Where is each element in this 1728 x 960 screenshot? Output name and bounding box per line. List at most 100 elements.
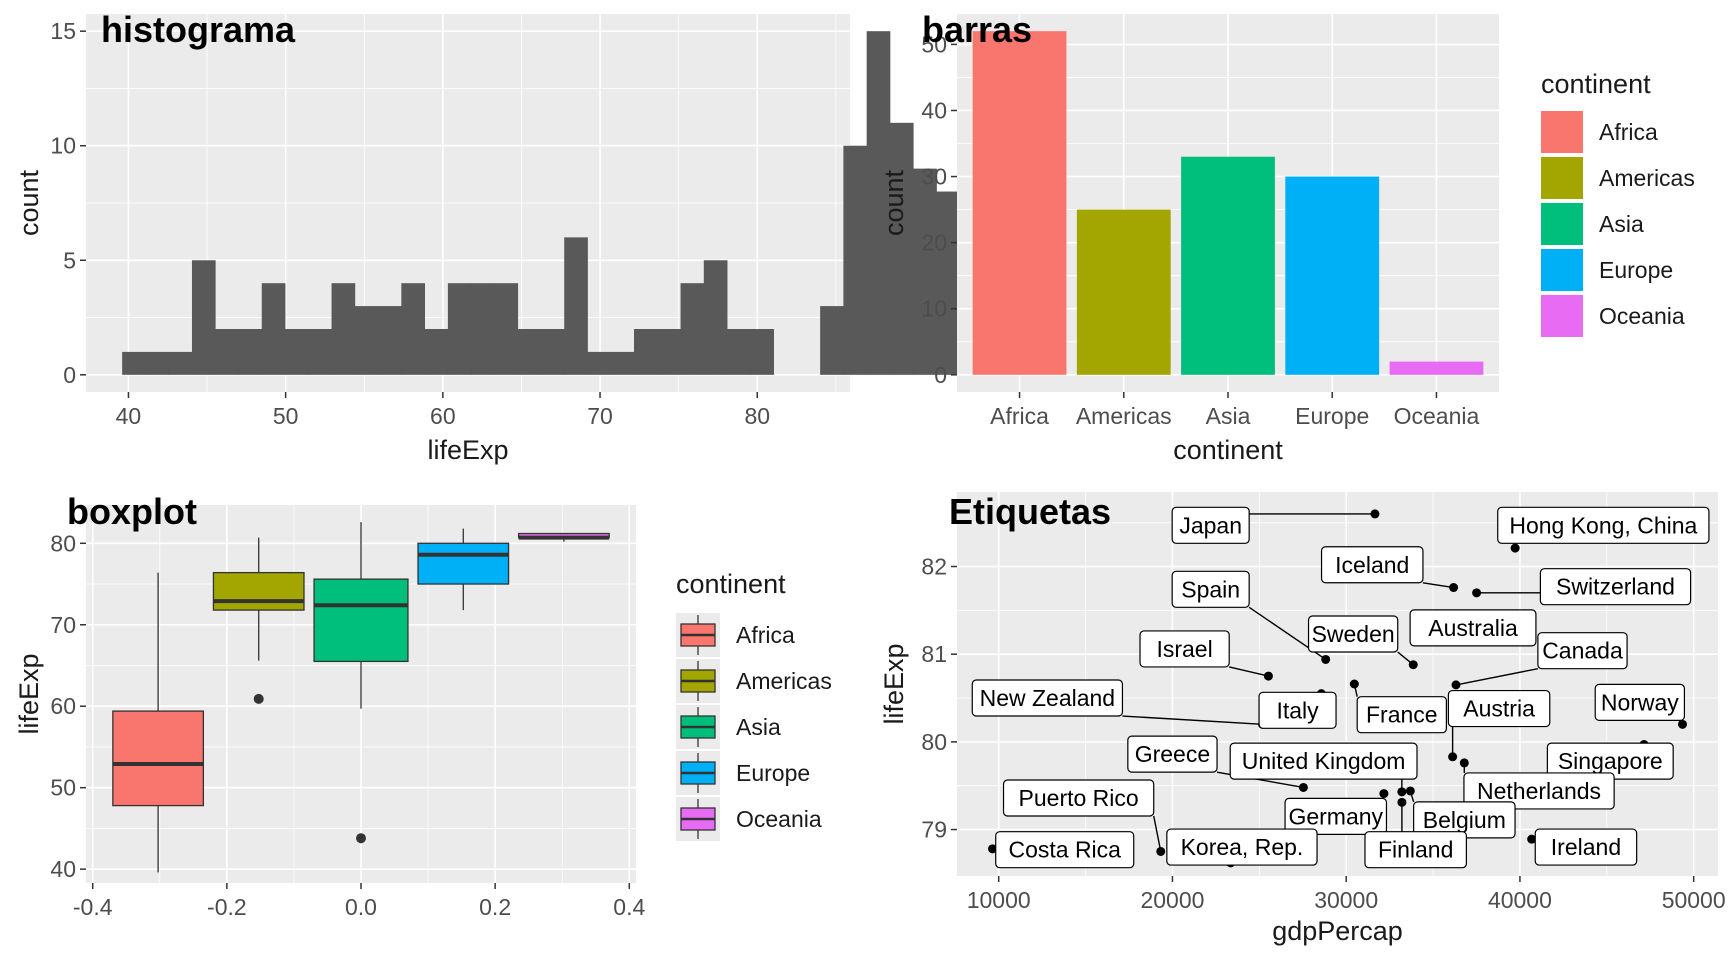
label-text: Finland [1378, 837, 1453, 863]
histogram-bar [215, 329, 239, 375]
legend-label: Africa [736, 622, 795, 648]
histogram-bar [308, 329, 332, 375]
panel-title: barras [922, 9, 1032, 50]
histogram-bar [610, 351, 635, 375]
point-austria [1448, 752, 1458, 762]
legend-label: Africa [1599, 119, 1658, 145]
histogram-bar [517, 329, 542, 375]
label-connector [1229, 666, 1269, 677]
y-tick-label: 10 [50, 133, 76, 159]
y-tick-label: 60 [50, 693, 76, 719]
label-text: United Kingdom [1242, 748, 1406, 774]
label-text: Spain [1181, 576, 1240, 602]
x-tick-label: 10000 [967, 887, 1031, 913]
histogram-bar [889, 122, 914, 375]
y-tick-label: 30 [921, 164, 947, 190]
point-norway [1678, 719, 1688, 729]
label-text: Austria [1463, 696, 1535, 722]
point-france [1349, 679, 1359, 689]
histogram-bar [657, 329, 681, 375]
y-tick-label: 81 [921, 641, 947, 667]
point-canada [1451, 680, 1461, 690]
x-tick-label: 60 [430, 403, 456, 429]
histogram-bar [261, 283, 286, 375]
y-tick-label: 0 [63, 362, 76, 388]
histogram-bar [866, 31, 891, 375]
label-text: Canada [1542, 638, 1623, 664]
label-text: Greece [1135, 741, 1210, 767]
legend-key-asia [1541, 203, 1583, 245]
y-tick-label: 82 [921, 554, 947, 580]
histogram-bar [936, 191, 961, 375]
histogram-bar [680, 283, 705, 375]
label-box [1320, 546, 1424, 584]
boxplot-panel: -0.4 -0.2 0.0 0.2 0.4 40 50 60 70 80 lifeExp boxplo… [14, 491, 832, 920]
histogram-bar [145, 351, 170, 375]
histogram-bar [820, 306, 844, 375]
label-text: Israel [1156, 636, 1212, 662]
y-tick-label: 80 [50, 530, 76, 556]
point-united-kingdom [1397, 787, 1407, 797]
label-box [1284, 797, 1388, 835]
label-text: Australia [1428, 615, 1518, 641]
label-text: Switzerland [1556, 574, 1675, 600]
point-switzerland [1472, 588, 1482, 598]
histogram-bar [354, 306, 379, 375]
histogram-bar [750, 329, 774, 375]
histogram-bar [447, 283, 472, 375]
histogram-bar [564, 237, 588, 375]
legend-label: Americas [1599, 165, 1695, 191]
legend-label: Europe [1599, 257, 1673, 283]
point-belgium [1405, 786, 1415, 796]
histogram-bar [634, 329, 658, 375]
label-box [1537, 632, 1628, 670]
legend-label: Europe [736, 760, 810, 786]
panel-title: histograma [101, 9, 296, 50]
histogram-bar [238, 329, 263, 375]
label-box [971, 679, 1124, 717]
point-puerto-rico [1156, 846, 1166, 856]
box-africa [112, 710, 205, 807]
label-box [1258, 691, 1337, 729]
label-connector [1122, 715, 1263, 726]
label-text: Singapore [1558, 748, 1663, 774]
point-iceland [1449, 583, 1459, 593]
label-connector [1153, 815, 1162, 852]
bar-americas [1076, 209, 1171, 375]
legend-label: Americas [736, 668, 832, 694]
x-tick-label: Oceania [1394, 403, 1480, 429]
y-tick-label: 50 [50, 775, 76, 801]
x-tick-label: 20000 [1140, 887, 1204, 913]
y-axis-title: lifeExp [879, 643, 909, 724]
point-hong-kong-china [1510, 543, 1520, 553]
histogram-bar [378, 306, 402, 375]
label-connector [1422, 582, 1454, 589]
label-box [1127, 735, 1218, 773]
x-tick-label: 40 [116, 403, 142, 429]
label-text: Japan [1179, 512, 1242, 538]
x-tick-label: 0.2 [479, 894, 511, 920]
x-tick-label: -0.2 [207, 894, 247, 920]
label-box [1171, 506, 1250, 544]
y-tick-label: 79 [921, 817, 947, 843]
label-box [1539, 568, 1692, 606]
histogram-bar [424, 329, 449, 375]
bar-europe [1285, 176, 1380, 375]
label-text: Netherlands [1477, 778, 1601, 804]
x-tick-label: 50000 [1662, 887, 1726, 913]
label-text: Germany [1288, 803, 1383, 829]
panel-title: Etiquetas [949, 491, 1111, 532]
y-axis-title: count [879, 169, 909, 236]
label-box [1229, 742, 1418, 780]
x-axis-title: lifeExp [427, 435, 508, 465]
legend-label: Oceania [1599, 303, 1685, 329]
legend-label: Asia [736, 714, 781, 740]
labels-scatter-panel: Japan Hong Kong, China Iceland Switzerland S… [879, 491, 1726, 946]
y-tick-label: 40 [921, 97, 947, 123]
label-connector [1455, 667, 1539, 686]
x-tick-label: Americas [1076, 403, 1172, 429]
y-tick-label: 50 [921, 31, 947, 57]
histogram-bar [191, 260, 216, 375]
y-axis-title: count [14, 169, 44, 236]
